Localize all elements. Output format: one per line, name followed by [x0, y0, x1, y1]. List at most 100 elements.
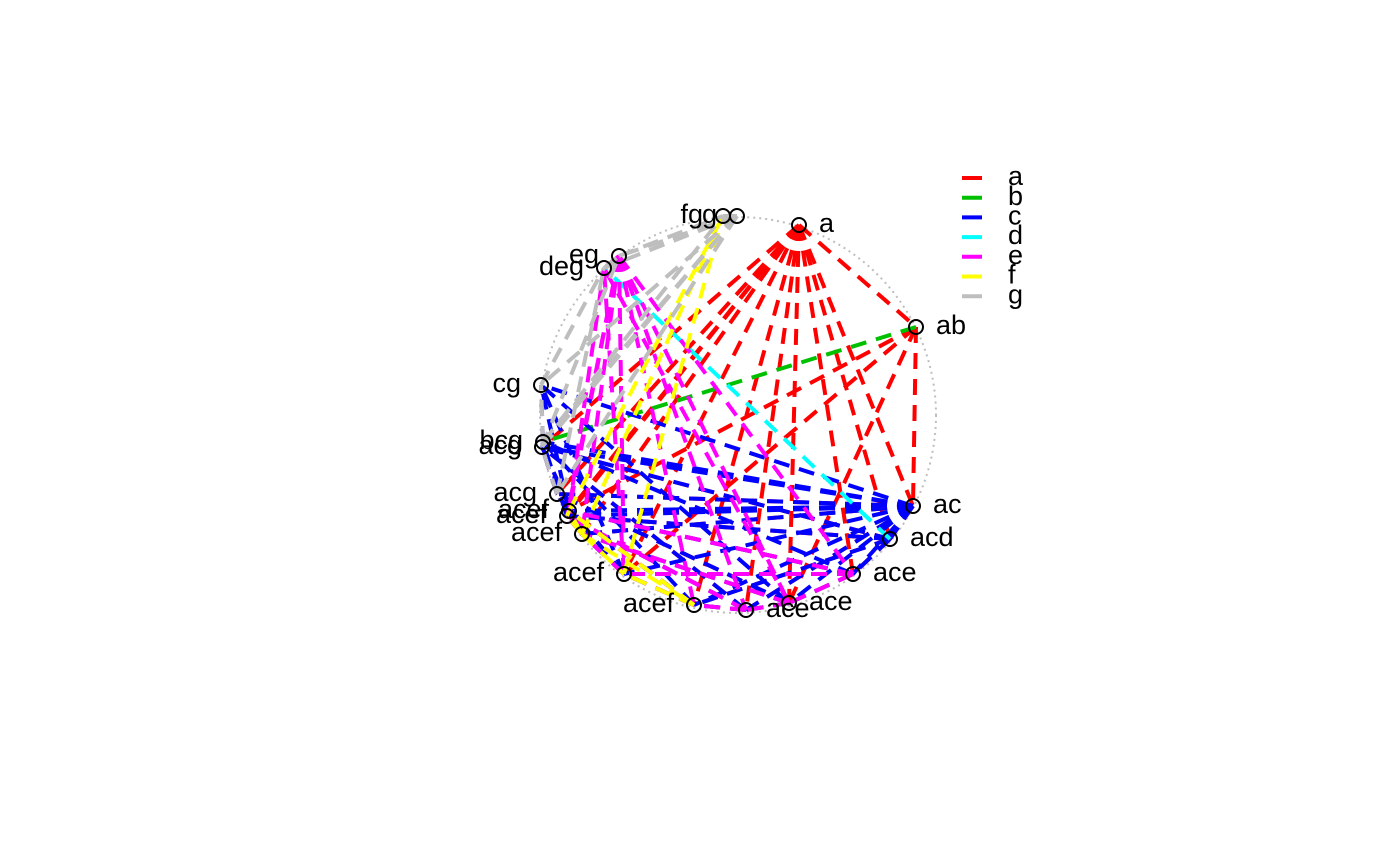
legend-label: f — [1008, 260, 1016, 290]
node-label: fg — [680, 199, 703, 229]
node-label: acef — [553, 557, 605, 587]
node-label: eg — [569, 239, 599, 269]
legend-label: g — [1008, 279, 1023, 309]
node-label: g — [702, 199, 717, 229]
node-label: acef — [496, 499, 548, 529]
edge-g — [540, 255, 621, 448]
node-label: acg — [478, 430, 522, 460]
edge-c — [541, 445, 891, 541]
edge-f — [565, 510, 571, 517]
edge-c — [542, 440, 854, 576]
node: acd — [882, 522, 954, 552]
node: acg — [493, 477, 565, 507]
node: acef — [498, 494, 577, 524]
edge-f — [623, 572, 695, 607]
edge-e — [567, 255, 621, 512]
edges — [539, 214, 918, 612]
boundary-circle-line — [539, 216, 937, 614]
legend-item-d: d — [962, 220, 1023, 250]
edge-g — [555, 214, 739, 496]
edge-a — [555, 223, 801, 496]
boundary-circle — [539, 216, 937, 614]
node-marker — [596, 260, 612, 276]
edge-f — [567, 510, 584, 535]
edge-e — [568, 509, 854, 576]
edge-c — [744, 504, 915, 612]
node-marker — [549, 486, 565, 502]
edge-f — [622, 215, 725, 575]
edge-f — [580, 532, 626, 576]
node-label: ac — [933, 489, 962, 519]
edge-g — [539, 267, 606, 386]
node: bcg — [479, 425, 551, 455]
edge-e — [617, 255, 696, 606]
edge-a — [797, 223, 918, 329]
node: ac — [905, 489, 962, 519]
edge-c — [556, 492, 790, 605]
node-label: acef — [498, 494, 550, 524]
edge-f — [580, 215, 725, 535]
edge-c — [556, 492, 914, 508]
node: cg — [492, 368, 549, 398]
node: acef — [623, 588, 702, 618]
edge-g — [618, 214, 724, 258]
legend-label: a — [1008, 161, 1024, 191]
edge-g — [602, 254, 621, 270]
edge-f — [567, 215, 725, 512]
node-marker — [616, 566, 632, 582]
legend-item-e: e — [962, 240, 1023, 270]
legend-item-b: b — [962, 181, 1023, 211]
legend-label: b — [1008, 181, 1023, 211]
edge-a — [622, 224, 801, 575]
edge-e — [617, 254, 855, 576]
node-marker — [905, 498, 921, 514]
node-label: a — [819, 208, 835, 238]
edge-a — [568, 325, 917, 513]
node: ace — [738, 593, 810, 623]
nodes: aabacacdaceaceaceacefacefacefacefacefacg… — [478, 199, 966, 623]
node-label: ab — [936, 310, 966, 340]
node-label: ace — [873, 557, 917, 587]
edge-g — [539, 384, 545, 443]
edge-a — [787, 224, 801, 604]
edge-a — [797, 224, 855, 575]
edge-e — [617, 255, 791, 604]
edge-g — [618, 214, 738, 258]
node: acef — [553, 557, 632, 587]
edge-c — [568, 504, 914, 513]
node-marker — [729, 208, 745, 224]
edge-g — [540, 446, 559, 495]
node-marker — [882, 531, 898, 547]
edge-e — [788, 572, 854, 605]
legend-item-g: g — [962, 279, 1023, 309]
node-label: acef — [623, 588, 675, 618]
edge-a — [911, 326, 918, 507]
node-marker — [611, 248, 627, 264]
node-label: bcg — [479, 425, 523, 455]
edge-c — [851, 537, 892, 576]
node-marker — [686, 597, 702, 613]
edge-e — [581, 532, 790, 605]
edge-a — [744, 224, 801, 611]
node-marker — [535, 434, 551, 450]
edge-f — [580, 532, 696, 607]
legend-item-f: f — [962, 260, 1016, 290]
edge-e — [567, 267, 606, 512]
edge-g — [541, 214, 725, 444]
edge-c — [851, 504, 915, 576]
node: ab — [908, 310, 966, 340]
node-marker — [791, 217, 807, 233]
edge-c — [693, 504, 914, 607]
node: ace — [845, 557, 917, 587]
node-label: ace — [809, 586, 853, 616]
edge-d — [602, 266, 892, 541]
edge-c — [787, 504, 915, 605]
node: acg — [478, 430, 550, 460]
node-label: acg — [493, 477, 537, 507]
node: eg — [569, 239, 627, 269]
edge-c — [539, 384, 571, 512]
node: ace — [781, 586, 853, 616]
edge-c — [693, 537, 891, 607]
edge-e — [617, 255, 748, 611]
